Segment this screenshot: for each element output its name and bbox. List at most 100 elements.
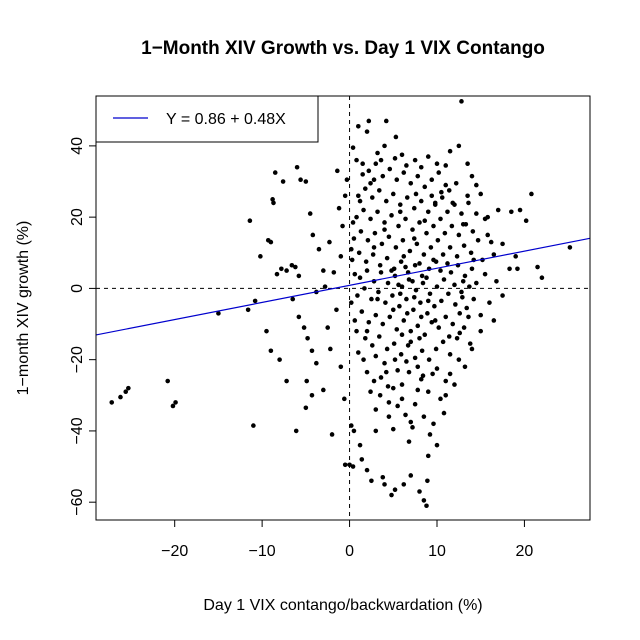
x-axis-label: Day 1 VIX contango/backwardation (%) xyxy=(203,597,482,614)
data-point xyxy=(373,428,379,434)
data-point xyxy=(418,376,424,382)
data-point xyxy=(417,220,422,225)
chart-title: 1−Month XIV Growth vs. Day 1 VIX Contang… xyxy=(141,38,545,59)
data-point xyxy=(457,330,463,336)
data-point xyxy=(366,168,372,174)
data-point xyxy=(443,378,449,384)
data-point xyxy=(360,161,365,166)
data-point xyxy=(445,261,450,266)
plot-frame xyxy=(95,95,591,521)
data-point xyxy=(447,371,453,377)
data-point xyxy=(432,200,438,206)
data-point xyxy=(400,238,406,243)
data-point xyxy=(432,318,438,323)
data-point xyxy=(427,291,433,297)
data-point xyxy=(216,311,221,316)
data-point xyxy=(354,214,359,220)
data-point xyxy=(397,303,402,309)
data-point xyxy=(443,163,449,168)
data-point xyxy=(411,205,417,211)
data-point xyxy=(392,487,398,493)
data-point xyxy=(439,195,445,200)
data-point xyxy=(415,323,421,329)
data-point xyxy=(410,278,415,284)
data-point xyxy=(415,387,421,393)
data-point xyxy=(392,357,398,362)
data-point xyxy=(404,195,410,200)
data-point xyxy=(443,392,449,398)
data-point xyxy=(368,389,373,395)
data-point xyxy=(408,339,414,345)
data-point xyxy=(456,143,462,149)
data-point xyxy=(462,364,468,370)
data-point xyxy=(327,239,332,245)
data-point xyxy=(436,170,442,175)
data-point xyxy=(442,230,448,236)
data-point xyxy=(441,277,447,282)
data-point xyxy=(500,293,505,298)
data-point xyxy=(466,200,471,206)
data-point xyxy=(355,293,360,298)
data-point xyxy=(373,353,379,359)
data-point xyxy=(350,220,356,225)
data-point xyxy=(491,318,497,323)
data-point xyxy=(461,325,467,330)
data-point xyxy=(523,218,529,224)
data-point xyxy=(338,364,344,370)
data-point xyxy=(441,410,447,416)
data-point xyxy=(394,327,400,332)
data-point xyxy=(321,387,326,393)
data-point xyxy=(365,238,371,243)
data-point xyxy=(482,216,488,222)
data-point xyxy=(459,211,464,216)
data-point xyxy=(407,248,413,254)
data-point xyxy=(478,312,484,318)
data-point xyxy=(412,355,418,361)
data-point xyxy=(425,453,431,459)
data-point xyxy=(438,216,443,222)
data-point xyxy=(271,200,276,206)
data-point xyxy=(446,334,452,339)
data-point xyxy=(434,284,440,289)
data-point xyxy=(366,319,372,325)
x-tick-label: 10 xyxy=(428,543,446,560)
data-point xyxy=(452,382,457,387)
data-point xyxy=(410,227,415,232)
data-point xyxy=(406,369,412,375)
data-point xyxy=(419,273,425,279)
data-point xyxy=(382,482,387,487)
data-point xyxy=(417,335,422,341)
data-point xyxy=(371,245,377,250)
data-point xyxy=(410,425,415,430)
data-point xyxy=(364,328,370,334)
data-point xyxy=(460,221,466,227)
x-tick-label: 0 xyxy=(345,543,354,560)
data-point xyxy=(394,177,400,183)
data-point xyxy=(280,179,286,184)
data-point xyxy=(452,282,457,288)
data-point xyxy=(335,168,340,174)
data-point xyxy=(342,462,348,468)
data-point xyxy=(349,246,354,252)
data-point xyxy=(420,373,426,378)
data-point xyxy=(376,334,382,339)
data-point xyxy=(371,177,377,183)
data-point xyxy=(509,209,514,215)
data-point xyxy=(411,307,416,313)
data-point xyxy=(417,261,422,266)
data-point xyxy=(406,277,412,282)
data-point xyxy=(438,268,443,273)
data-point xyxy=(378,375,384,380)
data-point xyxy=(469,173,475,179)
data-point xyxy=(334,307,339,313)
data-point xyxy=(403,412,408,418)
data-point xyxy=(364,268,370,273)
data-point xyxy=(432,303,437,309)
data-point xyxy=(382,143,387,149)
data-point xyxy=(350,464,356,469)
data-point xyxy=(389,492,394,498)
data-point xyxy=(507,266,512,272)
data-point xyxy=(471,296,477,302)
data-point xyxy=(399,396,405,402)
